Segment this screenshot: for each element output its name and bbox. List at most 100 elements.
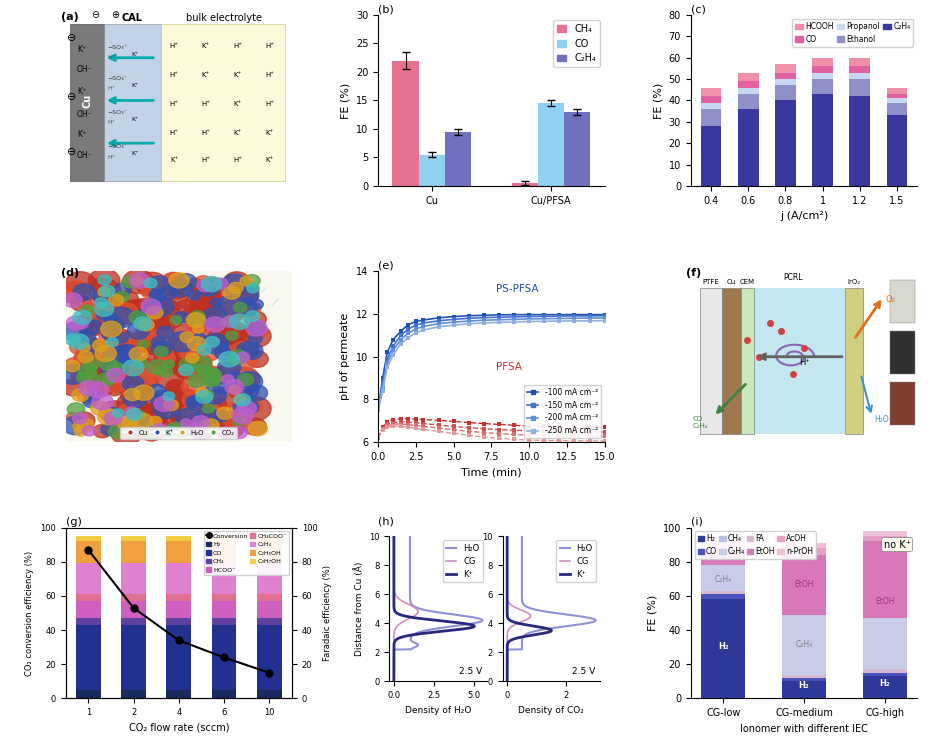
Circle shape: [62, 379, 84, 396]
Circle shape: [80, 305, 95, 315]
Circle shape: [83, 397, 97, 407]
Circle shape: [143, 339, 165, 354]
Circle shape: [206, 369, 221, 380]
Circle shape: [101, 424, 117, 436]
Circle shape: [133, 312, 148, 323]
Circle shape: [78, 351, 94, 363]
Bar: [782, 548, 826, 555]
Bar: [256, 541, 282, 563]
Text: H⁺: H⁺: [233, 157, 242, 163]
Circle shape: [65, 281, 89, 300]
Circle shape: [240, 383, 258, 398]
Circle shape: [130, 298, 159, 320]
Circle shape: [236, 372, 263, 391]
Text: H⁺: H⁺: [265, 101, 274, 107]
Circle shape: [154, 346, 168, 357]
Circle shape: [228, 381, 253, 400]
Circle shape: [239, 375, 256, 388]
Bar: [754, 288, 845, 433]
Bar: [890, 331, 915, 374]
Circle shape: [223, 306, 243, 322]
Circle shape: [73, 310, 92, 324]
Circle shape: [217, 296, 242, 315]
Circle shape: [176, 300, 196, 315]
Circle shape: [168, 332, 196, 352]
Bar: [723, 288, 740, 433]
Circle shape: [87, 391, 101, 401]
Circle shape: [175, 273, 197, 290]
Text: CEM: CEM: [739, 279, 755, 285]
Circle shape: [240, 276, 253, 286]
Circle shape: [195, 294, 226, 317]
Circle shape: [170, 315, 182, 324]
Circle shape: [190, 311, 205, 321]
Circle shape: [228, 385, 241, 394]
Circle shape: [119, 301, 141, 318]
Circle shape: [215, 323, 243, 344]
Circle shape: [196, 388, 208, 397]
Text: C₂H₄: C₂H₄: [796, 640, 812, 649]
Circle shape: [66, 334, 80, 345]
Circle shape: [160, 391, 179, 405]
Circle shape: [194, 402, 210, 415]
Circle shape: [197, 287, 215, 300]
Circle shape: [108, 307, 135, 327]
Circle shape: [61, 282, 90, 303]
Text: H⁺: H⁺: [265, 43, 274, 49]
Circle shape: [233, 401, 248, 412]
Bar: [167, 690, 191, 698]
Text: H⁺: H⁺: [169, 130, 179, 136]
Bar: [512, 183, 538, 185]
Circle shape: [66, 316, 85, 330]
Circle shape: [105, 408, 122, 421]
Circle shape: [229, 343, 251, 360]
Circle shape: [186, 396, 202, 407]
Circle shape: [168, 273, 189, 288]
Circle shape: [119, 366, 135, 379]
Bar: [701, 96, 722, 103]
Circle shape: [237, 287, 259, 303]
Text: −SO₃⁻: −SO₃⁻: [108, 45, 127, 50]
Bar: [212, 563, 237, 594]
Circle shape: [126, 409, 142, 421]
Text: K⁺: K⁺: [131, 151, 139, 156]
Bar: [886, 94, 907, 98]
Bar: [70, 23, 104, 181]
Circle shape: [143, 315, 169, 334]
Circle shape: [230, 285, 258, 306]
Circle shape: [210, 412, 241, 436]
Circle shape: [187, 314, 203, 326]
Circle shape: [148, 330, 170, 347]
Circle shape: [86, 375, 115, 397]
Circle shape: [95, 302, 113, 316]
Circle shape: [164, 273, 183, 288]
Circle shape: [218, 412, 242, 430]
Text: H⁺: H⁺: [108, 155, 115, 159]
Circle shape: [98, 275, 111, 285]
Circle shape: [148, 360, 168, 375]
Circle shape: [107, 383, 123, 396]
Circle shape: [225, 372, 243, 387]
Circle shape: [243, 418, 267, 435]
Circle shape: [172, 390, 204, 414]
Bar: [121, 563, 146, 594]
Circle shape: [100, 307, 127, 327]
Bar: [739, 109, 758, 185]
Circle shape: [102, 327, 120, 340]
Bar: [782, 678, 826, 681]
Bar: [782, 674, 826, 678]
Circle shape: [225, 380, 244, 394]
Circle shape: [224, 272, 250, 291]
Circle shape: [222, 274, 248, 294]
X-axis label: Time (min): Time (min): [461, 467, 521, 478]
Circle shape: [84, 390, 100, 402]
Bar: [256, 690, 282, 698]
Text: no K⁺: no K⁺: [884, 539, 911, 550]
Circle shape: [224, 338, 253, 360]
Bar: [886, 98, 907, 103]
Circle shape: [231, 350, 257, 370]
Circle shape: [108, 363, 124, 375]
Text: H⁺: H⁺: [201, 130, 211, 136]
Circle shape: [136, 321, 163, 341]
Bar: [812, 58, 833, 66]
